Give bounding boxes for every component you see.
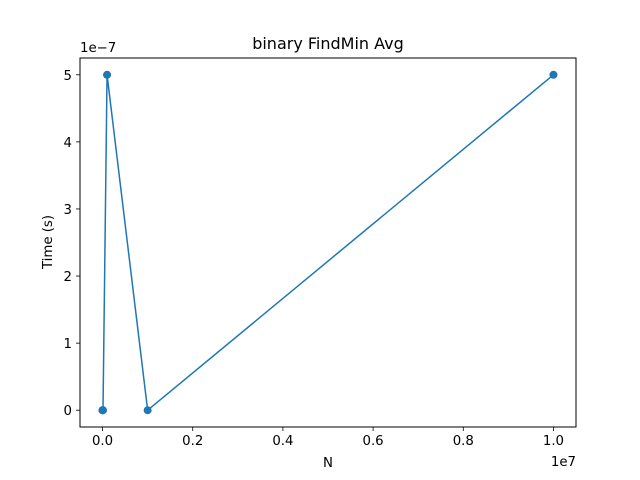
axes-frame xyxy=(79,57,577,428)
y-offset-label: 1e−7 xyxy=(80,41,116,56)
y-tick-label: 1 xyxy=(64,337,72,352)
x-tick-label: 0.0 xyxy=(92,434,113,449)
y-tick-label: 3 xyxy=(64,203,72,218)
x-axis-label: N xyxy=(323,456,333,471)
y-tick-label: 5 xyxy=(64,69,72,84)
x-tick-label: 0.2 xyxy=(182,434,203,449)
plot-area xyxy=(98,70,558,415)
x-offset-label: 1e7 xyxy=(551,455,576,470)
data-point xyxy=(143,406,152,415)
x-tick-label: 1.0 xyxy=(543,434,564,449)
chart-title: binary FindMin Avg xyxy=(252,34,404,53)
data-point xyxy=(103,70,112,79)
y-axis: 0 1 2 3 4 5 xyxy=(64,69,80,419)
y-tick-label: 2 xyxy=(64,270,72,285)
x-axis: 0.0 0.2 0.4 0.6 0.8 1.0 xyxy=(92,427,564,449)
y-tick-label: 4 xyxy=(64,136,72,151)
x-tick-label: 0.8 xyxy=(453,434,474,449)
y-tick-label: 0 xyxy=(64,404,72,419)
x-tick-label: 0.4 xyxy=(272,434,293,449)
data-point xyxy=(549,70,558,79)
data-point xyxy=(98,406,107,415)
y-axis-label: Time (s) xyxy=(41,215,56,270)
x-tick-label: 0.6 xyxy=(363,434,384,449)
